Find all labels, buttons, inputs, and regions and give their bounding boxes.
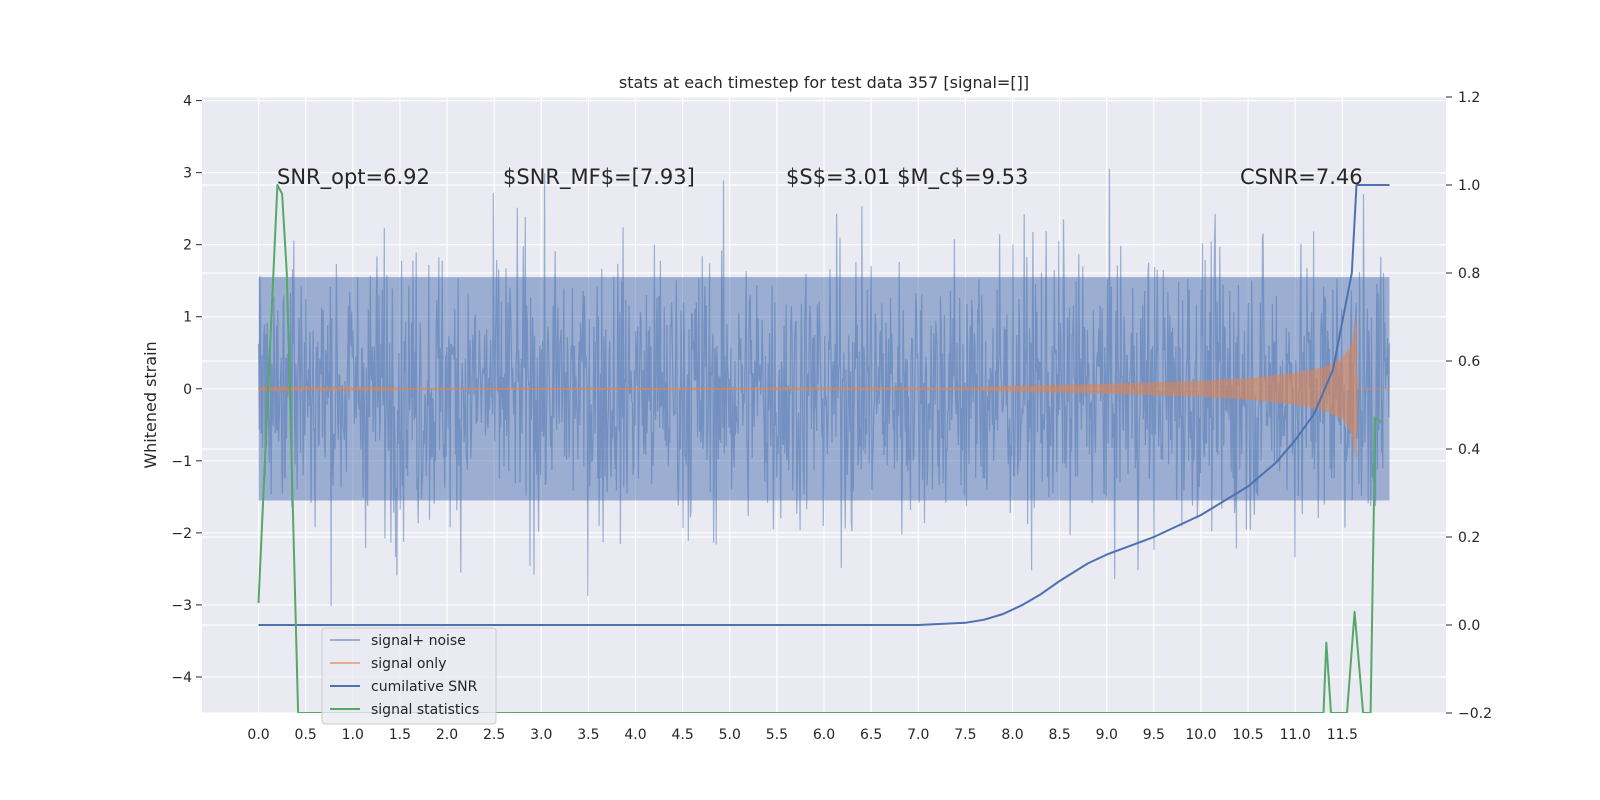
legend-label-signal-noise: signal+ noise xyxy=(371,633,466,649)
y2-tick-label-4: 0.4 xyxy=(1458,442,1480,458)
y2-tick-label-1: 1.0 xyxy=(1458,178,1480,194)
y-axis-ticks: 4 3 2 1 0 −1 −2 −3 −4 xyxy=(171,94,202,686)
annotation-s-mc: $S$=3.01 $M_c$=9.53 xyxy=(786,165,1028,190)
x-tick-label-15: 7.5 xyxy=(954,727,976,743)
x-tick-label-9: 4.5 xyxy=(672,727,694,743)
x-tick-label-17: 8.5 xyxy=(1048,727,1070,743)
legend: signal+ noise signal only cumilative SNR… xyxy=(321,627,497,725)
x-tick-label-11: 5.5 xyxy=(766,727,788,743)
y-axis-label: Whitened strain xyxy=(141,341,160,468)
y2-tick-label-0: 1.2 xyxy=(1458,90,1480,106)
line-signal-noise xyxy=(257,168,1391,606)
x-tick-label-22: 11.0 xyxy=(1280,727,1311,743)
x-tick-label-19: 9.5 xyxy=(1143,727,1165,743)
y-tick-label-7: −3 xyxy=(171,598,192,614)
x-tick-label-18: 9.0 xyxy=(1096,727,1118,743)
legend-label-cumulative-snr: cumilative SNR xyxy=(371,679,478,695)
annotation-snr-mf: $SNR_MF$=[7.93] xyxy=(503,165,695,190)
y-tick-label-1: 3 xyxy=(183,166,192,182)
x-tick-label-0: 0.0 xyxy=(247,727,269,743)
x-tick-label-16: 8.0 xyxy=(1001,727,1023,743)
x-tick-label-23: 11.5 xyxy=(1327,727,1358,743)
annotations: SNR_opt=6.92 $SNR_MF$=[7.93] $S$=3.01 $M… xyxy=(277,165,1363,190)
annotation-csnr: CSNR=7.46 xyxy=(1240,165,1363,189)
x-tick-label-12: 6.0 xyxy=(813,727,835,743)
x-axis-ticks: 0.0 0.5 1.0 1.5 2.0 2.5 3.0 3.5 4.0 4.5 5.0 5.5 6.0 6… xyxy=(247,727,1358,743)
line-cumulative-snr xyxy=(258,184,1390,626)
y2-tick-label-7: −0.2 xyxy=(1458,706,1492,722)
legend-box xyxy=(321,627,497,725)
x-tick-label-2: 1.0 xyxy=(342,727,364,743)
chart-title: stats at each timestep for test data 357… xyxy=(619,73,1029,92)
y-tick-label-0: 4 xyxy=(183,94,192,110)
y-tick-label-5: −1 xyxy=(171,454,192,470)
y2-tick-label-2: 0.8 xyxy=(1458,266,1480,282)
x-tick-label-21: 10.5 xyxy=(1233,727,1264,743)
x-tick-label-14: 7.0 xyxy=(907,727,929,743)
y-tick-label-6: −2 xyxy=(171,526,192,542)
x-tick-label-8: 4.0 xyxy=(624,727,646,743)
legend-label-signal-statistics: signal statistics xyxy=(371,702,479,718)
x-tick-label-5: 2.5 xyxy=(483,727,505,743)
line-signal-statistics xyxy=(257,184,1383,713)
x-tick-label-6: 3.0 xyxy=(530,727,552,743)
y-tick-label-8: −4 xyxy=(171,670,192,686)
y2-axis-ticks: 1.2 1.0 0.8 0.6 0.4 0.2 0.0 −0.2 xyxy=(1446,90,1492,722)
x-tick-label-10: 5.0 xyxy=(719,727,741,743)
line-signal-only xyxy=(257,317,1390,458)
y-tick-label-4: 0 xyxy=(183,382,192,398)
annotation-snr-opt: SNR_opt=6.92 xyxy=(277,165,430,190)
y2-tick-label-6: 0.0 xyxy=(1458,618,1480,634)
y-tick-label-2: 2 xyxy=(183,238,192,254)
y2-tick-label-5: 0.2 xyxy=(1458,530,1480,546)
x-tick-label-3: 1.5 xyxy=(389,727,411,743)
x-tick-label-1: 0.5 xyxy=(295,727,317,743)
series-layer xyxy=(257,168,1391,713)
y2-tick-label-3: 0.6 xyxy=(1458,354,1480,370)
x-tick-label-20: 10.0 xyxy=(1185,727,1216,743)
x-tick-label-7: 3.5 xyxy=(577,727,599,743)
x-tick-label-13: 6.5 xyxy=(860,727,882,743)
y-tick-label-3: 1 xyxy=(183,310,192,326)
x-tick-label-4: 2.0 xyxy=(436,727,458,743)
legend-label-signal-only: signal only xyxy=(371,656,446,672)
